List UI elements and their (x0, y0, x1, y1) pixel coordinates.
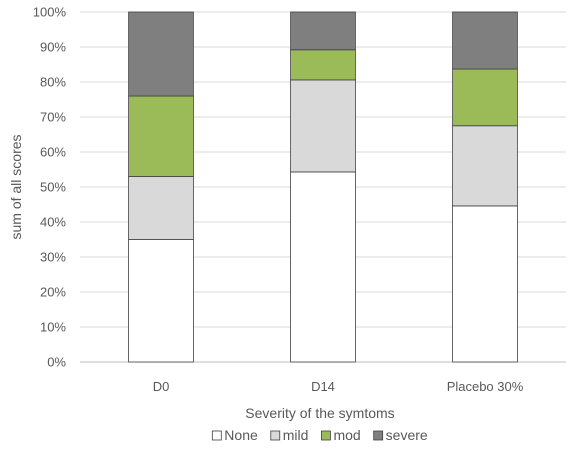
y-tick-label: 60% (40, 145, 66, 160)
x-tick-label: Placebo 30% (447, 379, 524, 394)
bar-segment-severe (452, 11, 518, 70)
legend-swatch (373, 430, 384, 441)
bar-segment-severe (290, 11, 356, 51)
x-tick-labels: D0 D14 Placebo 30% (153, 379, 524, 394)
legend-label: None (224, 427, 258, 443)
x-axis-title: Severity of the symtoms (245, 405, 394, 421)
legend-item-mod: mod (321, 427, 361, 443)
bar-segment-mild (452, 125, 518, 207)
legend-item-none: None (211, 427, 258, 443)
x-tick-label: D0 (153, 379, 170, 394)
legend-item-mild: mild (270, 427, 309, 443)
y-tick-labels: 0% 10% 20% 30% 40% 50% 60% 70% 80% 90% 100% (33, 5, 67, 370)
y-tick-label: 40% (40, 215, 66, 230)
y-tick-label: 30% (40, 250, 66, 265)
legend-label: mod (333, 427, 360, 443)
y-tick-label: 50% (40, 180, 66, 195)
bar-segment-mod (290, 49, 356, 81)
legend-item-severe: severe (373, 427, 428, 443)
y-tick-label: 0% (47, 355, 66, 370)
legend-label: severe (386, 427, 428, 443)
bar-segment-mild (128, 176, 194, 240)
y-tick-label: 10% (40, 320, 66, 335)
bar-segment-mod (452, 68, 518, 127)
y-tick-label: 20% (40, 285, 66, 300)
legend-swatch (321, 430, 331, 441)
x-tick-label: D14 (311, 379, 335, 394)
y-axis-title: sum of all scores (8, 134, 24, 239)
legend-label: mild (283, 427, 309, 443)
bar-stacks (128, 11, 518, 363)
y-tick-label: 100% (33, 5, 67, 20)
bar-segment-mild (290, 79, 356, 173)
bar-segment-none (290, 171, 356, 363)
bar-segment-none (128, 239, 194, 363)
legend-swatch (270, 430, 281, 441)
y-tick-label: 70% (40, 110, 66, 125)
y-tick-label: 90% (40, 40, 66, 55)
legend: None mild mod severe (211, 427, 428, 443)
bar-segment-none (452, 205, 518, 363)
bar-segment-mod (128, 95, 194, 177)
legend-swatch (211, 430, 222, 441)
y-tick-label: 80% (40, 75, 66, 90)
bar-segment-severe (128, 11, 194, 97)
